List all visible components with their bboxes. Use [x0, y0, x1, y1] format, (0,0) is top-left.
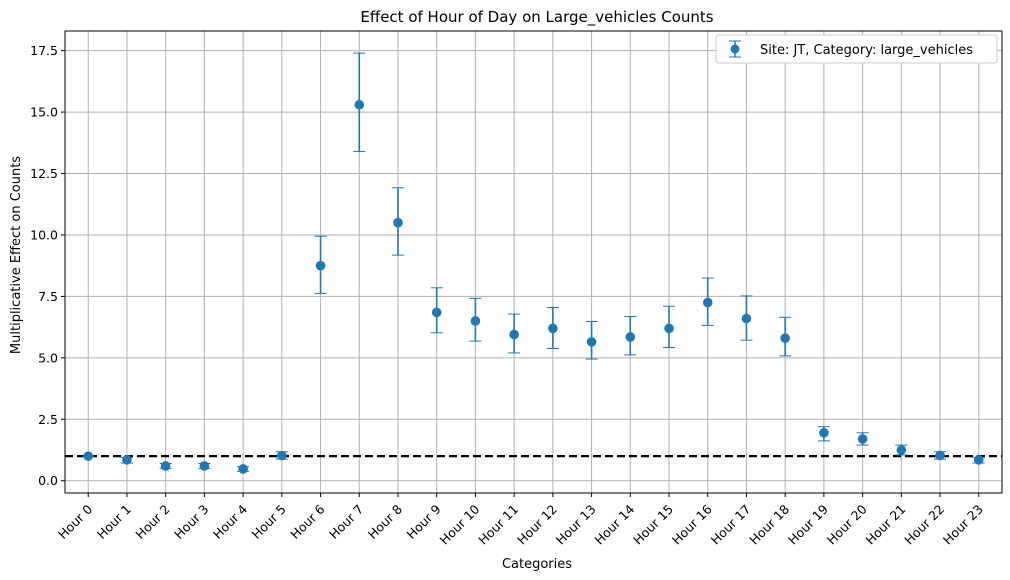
- data-point: [857, 434, 868, 444]
- y-tick-label: 17.5: [30, 43, 58, 58]
- data-point: [973, 455, 984, 465]
- x-tick-label: Hour 17: [708, 502, 754, 548]
- data-point: [702, 297, 713, 308]
- data-point: [935, 450, 945, 461]
- data-point: [83, 451, 94, 461]
- x-tick-label: Hour 2: [132, 502, 172, 542]
- x-tick-label: Hour 12: [514, 502, 560, 548]
- y-tick-label: 2.5: [38, 412, 58, 427]
- x-tick-label: Hour 18: [746, 501, 792, 547]
- chart-title: Effect of Hour of Day on Large_vehicles …: [360, 8, 713, 27]
- x-tick-label: Hour 11: [475, 502, 521, 548]
- data-point: [509, 329, 519, 340]
- y-tick-label: 10.0: [30, 227, 58, 242]
- data-point: [548, 323, 558, 334]
- y-tick-label: 12.5: [30, 166, 58, 181]
- data-point: [160, 461, 171, 471]
- data-point: [780, 333, 790, 343]
- x-tick-label: Hour 14: [591, 501, 637, 547]
- data-point: [741, 313, 752, 324]
- y-tick-label: 15.0: [30, 105, 58, 120]
- x-tick-label: Hour 13: [553, 502, 599, 548]
- data-point: [431, 307, 442, 318]
- data-point: [238, 464, 248, 474]
- x-tick-label: Hour 3: [171, 502, 211, 542]
- legend-box: [715, 34, 998, 64]
- data-point: [393, 217, 403, 228]
- x-axis-label: Categories: [502, 557, 572, 572]
- data-point: [819, 427, 829, 438]
- x-tick-label: Hour 5: [249, 502, 289, 542]
- plot-frame: [64, 30, 1003, 494]
- legend-label: Site: JT, Category: large_vehicles: [760, 43, 973, 58]
- x-tick-label: Hour 21: [862, 502, 908, 548]
- data-points: [83, 99, 984, 474]
- x-tick-label: Hour 15: [630, 502, 676, 548]
- x-tick-label: Hour 8: [365, 501, 405, 541]
- x-tick-label: Hour 22: [901, 502, 947, 548]
- x-tick-label: Hour 16: [669, 501, 715, 547]
- data-point: [277, 450, 287, 461]
- x-tick-label: Hour 1: [94, 502, 134, 542]
- data-point: [315, 260, 326, 271]
- data-point: [586, 337, 597, 347]
- data-point: [122, 455, 132, 465]
- y-tick-label: 0.0: [38, 473, 58, 488]
- legend-marker-point: [730, 44, 740, 54]
- x-tick-label: Hour 20: [824, 501, 870, 547]
- data-point: [470, 316, 481, 326]
- x-tick-label: Hour 0: [55, 501, 95, 541]
- y-tick-label: 7.5: [38, 289, 58, 304]
- y-axis-label: Multiplicative Effect on Counts: [9, 156, 24, 354]
- x-tick-label: Hour 4: [210, 501, 250, 541]
- data-point: [625, 332, 636, 342]
- data-point: [896, 445, 907, 455]
- x-tick-label: Hour 7: [326, 502, 366, 542]
- grid: [65, 31, 1002, 493]
- x-tick-label: Hour 6: [287, 501, 327, 541]
- data-point: [199, 461, 210, 471]
- y-tick-label: 5.0: [38, 350, 58, 365]
- data-point: [354, 99, 365, 110]
- y-axis-ticks: 0.0 2.5 5.0 7.5 10.0 12.5 15.0 17.5: [30, 43, 65, 488]
- data-point: [664, 323, 674, 334]
- x-tick-label: Hour 10: [437, 501, 483, 547]
- x-tick-label: Hour 23: [940, 502, 986, 548]
- legend: Site: JT, Category: large_vehicles: [715, 34, 998, 64]
- x-tick-label: Hour 19: [785, 501, 831, 547]
- error-bars: [82, 52, 985, 472]
